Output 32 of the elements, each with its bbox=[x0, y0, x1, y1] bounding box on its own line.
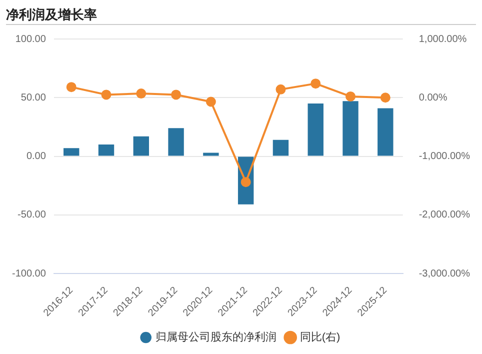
point bbox=[101, 90, 112, 100]
chart-title: 净利润及增长率 bbox=[5, 6, 98, 24]
y2-tick-label: -2,000.00% bbox=[418, 210, 470, 221]
bar bbox=[378, 108, 394, 156]
bar bbox=[272, 140, 289, 156]
legend-label: 归属母公司股东的净利润 bbox=[155, 330, 276, 344]
y-tick-label: 100.00 bbox=[15, 34, 46, 45]
bar bbox=[168, 128, 184, 156]
point bbox=[310, 78, 321, 89]
y-tick-label: 0.00 bbox=[26, 151, 46, 162]
bar bbox=[98, 144, 114, 156]
point bbox=[276, 84, 286, 94]
point bbox=[346, 91, 356, 102]
y-tick-label: 50.00 bbox=[20, 92, 46, 104]
bar bbox=[64, 148, 80, 156]
y2-tick-label: -3,000.00% bbox=[418, 268, 470, 280]
y2-tick-label: 1,000.00% bbox=[418, 34, 467, 45]
bar bbox=[203, 152, 219, 156]
y2-tick-label: -1,000.00% bbox=[418, 151, 470, 162]
bar bbox=[133, 136, 149, 156]
point bbox=[206, 96, 216, 107]
point bbox=[240, 177, 251, 188]
point bbox=[66, 82, 76, 92]
legend-label: 同比(右) bbox=[300, 330, 340, 344]
y-tick-label: -50.00 bbox=[18, 210, 46, 221]
bar bbox=[308, 104, 324, 156]
point bbox=[380, 92, 390, 103]
point bbox=[136, 88, 146, 99]
point bbox=[171, 90, 182, 100]
y2-tick-label: 0.00% bbox=[418, 92, 448, 104]
y-tick-label: -100.00 bbox=[12, 268, 46, 280]
bar bbox=[342, 101, 358, 156]
